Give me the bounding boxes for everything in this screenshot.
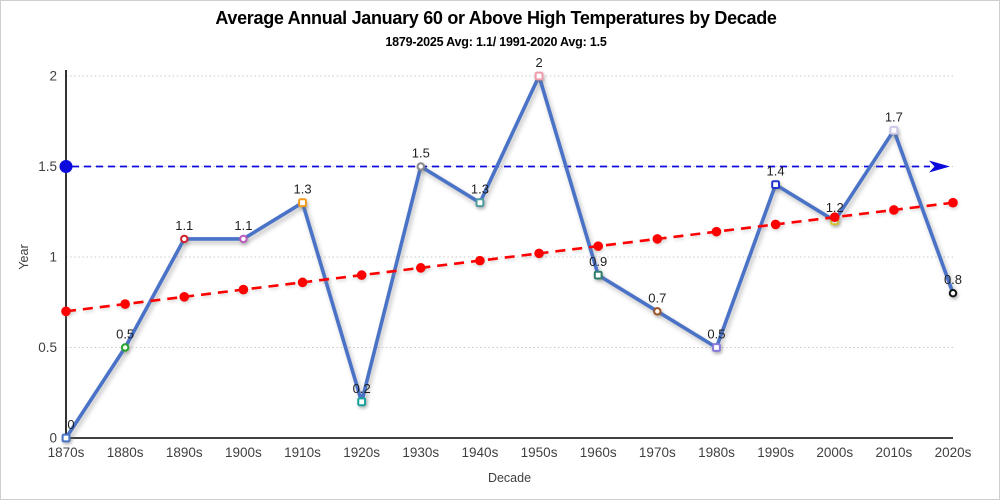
x-tick-label: 1870s — [48, 445, 85, 460]
data-point — [475, 198, 485, 208]
data-point — [889, 125, 899, 135]
data-label: 1.7 — [885, 109, 903, 124]
data-label: 0.9 — [589, 254, 607, 269]
average-line-start-dot — [59, 160, 73, 173]
x-tick-label: 1920s — [343, 445, 380, 460]
data-point — [712, 343, 721, 352]
data-point — [534, 71, 544, 81]
y-tick-label: 1.5 — [38, 159, 57, 174]
data-label: 0.2 — [353, 381, 371, 396]
trendline-point — [416, 263, 426, 273]
data-label: 0.8 — [944, 272, 962, 287]
x-tick-label: 1970s — [639, 445, 676, 460]
data-point — [298, 198, 307, 208]
x-tick-label: 1940s — [462, 445, 499, 460]
y-tick-label: 0 — [49, 431, 57, 446]
data-label: 1.1 — [175, 218, 193, 233]
data-point — [593, 270, 603, 280]
data-point — [120, 343, 130, 352]
x-tick-label: 1900s — [225, 445, 262, 460]
y-tick-label: 2 — [49, 69, 57, 84]
trendline-point — [238, 284, 249, 295]
data-label: 2 — [535, 55, 542, 70]
y-tick-label: 1 — [49, 250, 57, 265]
trendline-point — [179, 292, 190, 302]
x-tick-label: 2010s — [875, 445, 912, 460]
trendline-point — [770, 219, 781, 230]
data-label: 1.3 — [293, 182, 311, 197]
data-point — [948, 289, 958, 298]
data-point — [180, 234, 189, 244]
data-label: 1.4 — [767, 164, 785, 179]
trendline-point — [475, 255, 485, 266]
trendline-point — [829, 212, 840, 222]
x-tick-label: 1960s — [580, 445, 617, 460]
data-point — [61, 433, 71, 443]
data-label: 0.5 — [707, 327, 725, 342]
x-tick-label: 2000s — [816, 445, 853, 460]
x-tick-label: 1880s — [107, 445, 144, 460]
data-label: 0 — [67, 417, 74, 432]
data-label: 0.7 — [648, 290, 666, 305]
data-label: 1.5 — [412, 146, 430, 161]
data-label: 0.5 — [116, 327, 134, 342]
trendline-point — [889, 205, 899, 215]
y-tick-label: 0.5 — [38, 340, 57, 355]
trendline-point — [593, 241, 603, 251]
data-point — [771, 180, 781, 189]
x-tick-label: 2020s — [935, 445, 972, 460]
data-point — [357, 397, 367, 407]
chart-subtitle: 1879-2025 Avg: 1.1/ 1991-2020 Avg: 1.5 — [385, 35, 607, 49]
chart-title: Average Annual January 60 or Above High … — [215, 8, 777, 28]
y-axis-title: Year — [17, 244, 31, 269]
trendline — [65, 201, 954, 313]
trendline-point — [948, 197, 958, 208]
trendline-point — [297, 277, 308, 288]
trendline-point — [120, 299, 130, 309]
trendline-point — [356, 270, 367, 280]
series-line — [64, 74, 955, 440]
x-tick-label: 1910s — [284, 445, 321, 460]
x-tick-label: 1950s — [521, 445, 558, 460]
data-label: 1.1 — [234, 218, 252, 233]
x-tick-label: 1980s — [698, 445, 735, 460]
x-axis-title: Decade — [488, 471, 531, 485]
trendline-point — [534, 248, 544, 259]
average-line-arrowhead — [929, 160, 950, 173]
x-tick-label: 1930s — [402, 445, 439, 460]
data-label: 1.2 — [826, 200, 844, 215]
trendline-point — [61, 306, 71, 317]
data-label: 1.3 — [471, 182, 489, 197]
data-point — [239, 234, 248, 244]
trendline-point — [652, 234, 663, 244]
trendline-point — [711, 226, 722, 237]
data-point — [416, 162, 425, 171]
x-tick-label: 1990s — [757, 445, 794, 460]
x-tick-label: 1890s — [166, 445, 203, 460]
data-point — [653, 307, 662, 316]
